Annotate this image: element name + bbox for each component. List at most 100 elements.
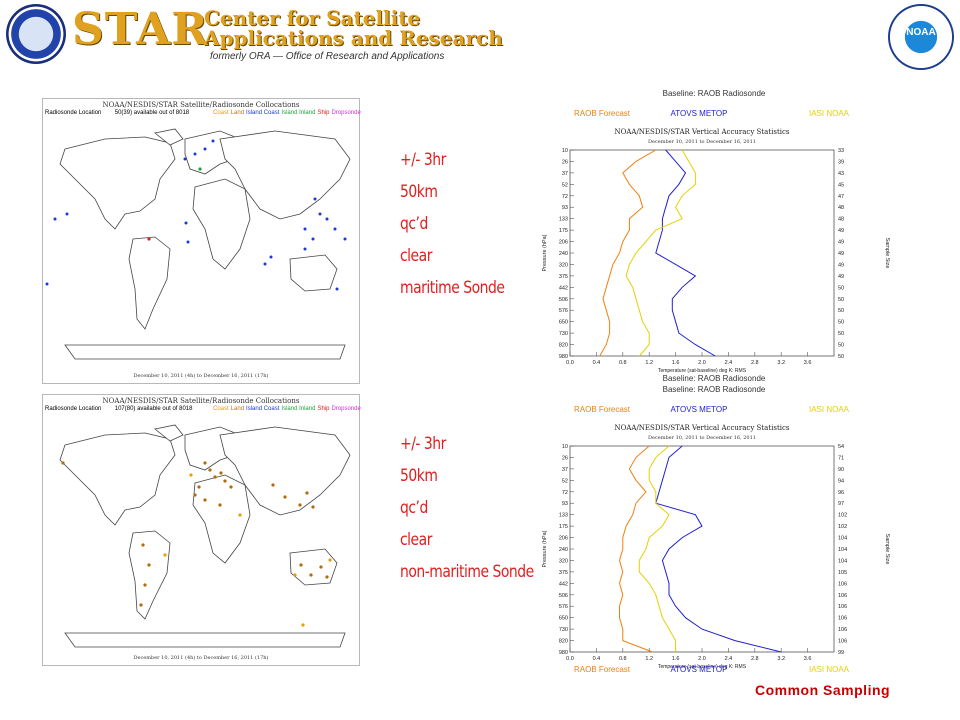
series-line-iasi-noaa [638,445,677,652]
sample-size-label: 71 [838,455,844,461]
sample-size-label: 106 [838,616,847,622]
map-title: NOAA/NESDIS/STAR Satellite/Radiosonde Co… [102,397,300,405]
x-axis-label: Temperature (sat-baseline) deg K: RMS [658,664,747,670]
y-tick-label: 26 [562,159,568,165]
legend-ship: Ship [317,110,330,116]
sample-size-label: 45 [838,182,844,188]
y-tick-label: 650 [559,320,568,326]
y-tick-label: 175 [559,524,568,530]
collocation-map-non-maritime: NOAA/NESDIS/STAR Satellite/Radiosonde Co… [42,394,361,666]
legend-island-inland: Island Inland [281,110,316,116]
sample-size-label: 33 [838,148,844,154]
common-sampling-label: Common Sampling [755,682,891,698]
sample-size-label: 43 [838,171,844,177]
note-line: +/- 3hr [400,150,446,170]
legend-island-coast: Island Coast [246,110,280,116]
y-tick-label: 72 [562,194,568,200]
sample-size-label: 50 [838,308,844,314]
map-date-range: December 10, 2011 (4h) to December 16, 2… [133,655,269,661]
series-line-atovs-metop [655,445,782,653]
note-line: 50km [400,466,438,486]
series-line-atovs-metop [655,149,716,357]
note-line: clear [400,530,432,550]
y-tick-label: 175 [559,228,568,234]
legend-island-coast: Island Coast [246,406,280,412]
x-tick-label: 2.4 [725,360,733,366]
x-tick-label: 1.6 [672,360,680,366]
sample-size-label: 50 [838,331,844,337]
series-line-raob-forecast [618,445,653,653]
x-tick-label: 1.2 [645,656,653,662]
world-map [45,128,351,360]
y-tick-label: 442 [559,581,568,587]
sample-size-label: 106 [838,604,847,610]
y-tick-label: 52 [562,182,568,188]
chart-baseline-bottom: Baseline: RAOB Radiosonde [663,374,766,383]
y-axis-label: Pressure (hPa) [542,234,548,271]
y2-axis-label: Sample Size [884,238,890,269]
chart-legend-entry: IASI NOAA [809,405,850,414]
sample-size-label: 50 [838,320,844,326]
sample-size-label: 47 [838,194,844,200]
sample-size-label: 106 [838,593,847,599]
y-tick-label: 442 [559,285,568,291]
y-tick-label: 320 [559,558,568,564]
legend-dropsonde: Dropsonde [331,110,361,116]
vertical-accuracy-chart-maritime: Baseline: RAOB Radiosonde RAOB Forecast AT… [542,89,890,383]
y-tick-label: 10 [562,148,568,154]
chart-plot-area [569,445,835,653]
y-tick-label: 72 [562,490,568,496]
y-tick-label: 730 [559,627,568,633]
y-tick-label: 576 [559,308,568,314]
sample-size-label: 54 [838,444,844,450]
legend-ship: Ship [317,406,330,412]
chart-baseline-top: Baseline: RAOB Radiosonde [663,385,766,394]
sample-size-label: 105 [838,570,847,576]
legend-land: Land [230,406,245,412]
sample-size-label: 48 [838,217,844,223]
sample-size-label: 104 [838,547,847,553]
legend-dropsonde: Dropsonde [331,406,361,412]
chart-baseline-top: Baseline: RAOB Radiosonde [663,89,766,98]
x-tick-label: 2.0 [698,656,706,662]
legend-island-inland: Island Inland [281,406,316,412]
legend-coast: Coast [213,406,229,412]
y-tick-label: 133 [559,513,568,519]
sample-size-label: 39 [838,159,844,165]
chart-legend-entry: IASI NOAA [809,665,850,674]
y-tick-label: 980 [559,650,568,656]
collocation-map-maritime: NOAA/NESDIS/STAR Satellite/Radiosonde Co… [42,98,361,384]
x-tick-label: 0.8 [619,656,627,662]
sample-size-label: 50 [838,285,844,291]
header-title-line1: Center for Satellite [204,6,421,30]
chart-legend-entry: IASI NOAA [809,109,850,118]
chart-legend-entry: RAOB Forecast [574,405,631,414]
y-tick-label: 133 [559,217,568,223]
chart-subtitle: December 10, 2011 to December 16, 2011 [648,435,756,441]
sample-size-label: 106 [838,627,847,633]
y-tick-label: 650 [559,616,568,622]
x-tick-label: 3.6 [804,360,812,366]
x-tick-label: 3.6 [804,656,812,662]
sample-size-label: 106 [838,581,847,587]
chart-title: NOAA/NESDIS/STAR Vertical Accuracy Stati… [614,424,789,432]
map-location-label: Radiosonde Location 50(39) available out… [45,110,190,116]
sample-size-label: 49 [838,240,844,246]
y-tick-label: 576 [559,604,568,610]
chart-legend-entry: RAOB Forecast [574,109,631,118]
y-tick-label: 93 [562,501,568,507]
y-tick-label: 820 [559,343,568,349]
note-line: clear [400,246,432,266]
y-tick-label: 52 [562,478,568,484]
y-tick-label: 37 [562,467,568,473]
sample-size-label: 102 [838,513,847,519]
sample-size-label: 97 [838,501,844,507]
x-tick-label: 0.0 [566,360,574,366]
chart-legend-entry: ATOVS METOP [671,665,728,674]
map-title: NOAA/NESDIS/STAR Satellite/Radiosonde Co… [102,101,300,109]
x-tick-label: 2.4 [725,656,733,662]
chart-legend-entry: ATOVS METOP [671,109,728,118]
y2-axis-label: Sample Size [884,534,890,565]
x-tick-label: 2.8 [751,656,759,662]
y-tick-label: 730 [559,331,568,337]
